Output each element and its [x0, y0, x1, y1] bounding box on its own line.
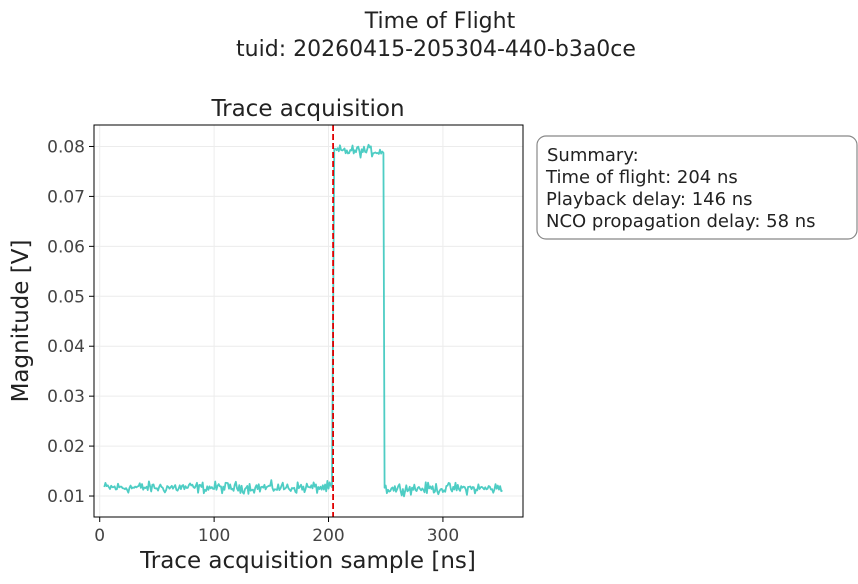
x-axis-ticks: 0 100 200 300	[94, 517, 459, 546]
grid	[94, 125, 523, 517]
summary-time-of-flight: Time of flight: 204 ns	[545, 167, 738, 188]
summary-playback-delay: Playback delay: 146 ns	[546, 189, 753, 210]
y-tick-label-5: 0.06	[47, 237, 85, 257]
x-tick-label-2: 200	[312, 526, 344, 546]
y-tick-label-3: 0.04	[47, 337, 85, 357]
summary-box: Summary: Time of flight: 204 ns Playback…	[537, 136, 857, 239]
y-tick-label-1: 0.02	[47, 437, 85, 457]
x-tick-label-0: 0	[94, 526, 105, 546]
figure-subtitle-tuid: tuid: 20260415-205304-440-b3a0ce	[236, 37, 636, 62]
y-tick-label-0: 0.01	[47, 487, 85, 507]
y-tick-label-2: 0.03	[47, 387, 85, 407]
y-axis-label: Magnitude [V]	[8, 240, 34, 403]
summary-nco-propagation-delay: NCO propagation delay: 58 ns	[546, 211, 816, 232]
y-tick-label-4: 0.05	[47, 287, 85, 307]
x-tick-label-3: 300	[427, 526, 459, 546]
y-tick-label-7: 0.08	[47, 137, 85, 157]
summary-heading: Summary:	[547, 145, 639, 166]
x-axis-label: Trace acquisition sample [ns]	[139, 548, 476, 574]
axes-frame	[94, 125, 523, 517]
y-axis-ticks: 0.01 0.02 0.03 0.04 0.05 0.06 0.07 0.08	[47, 137, 94, 507]
y-tick-label-6: 0.07	[47, 187, 85, 207]
figure-title: Time of Flight	[364, 9, 516, 34]
x-tick-label-1: 100	[198, 526, 230, 546]
axes-title: Trace acquisition	[210, 96, 404, 122]
